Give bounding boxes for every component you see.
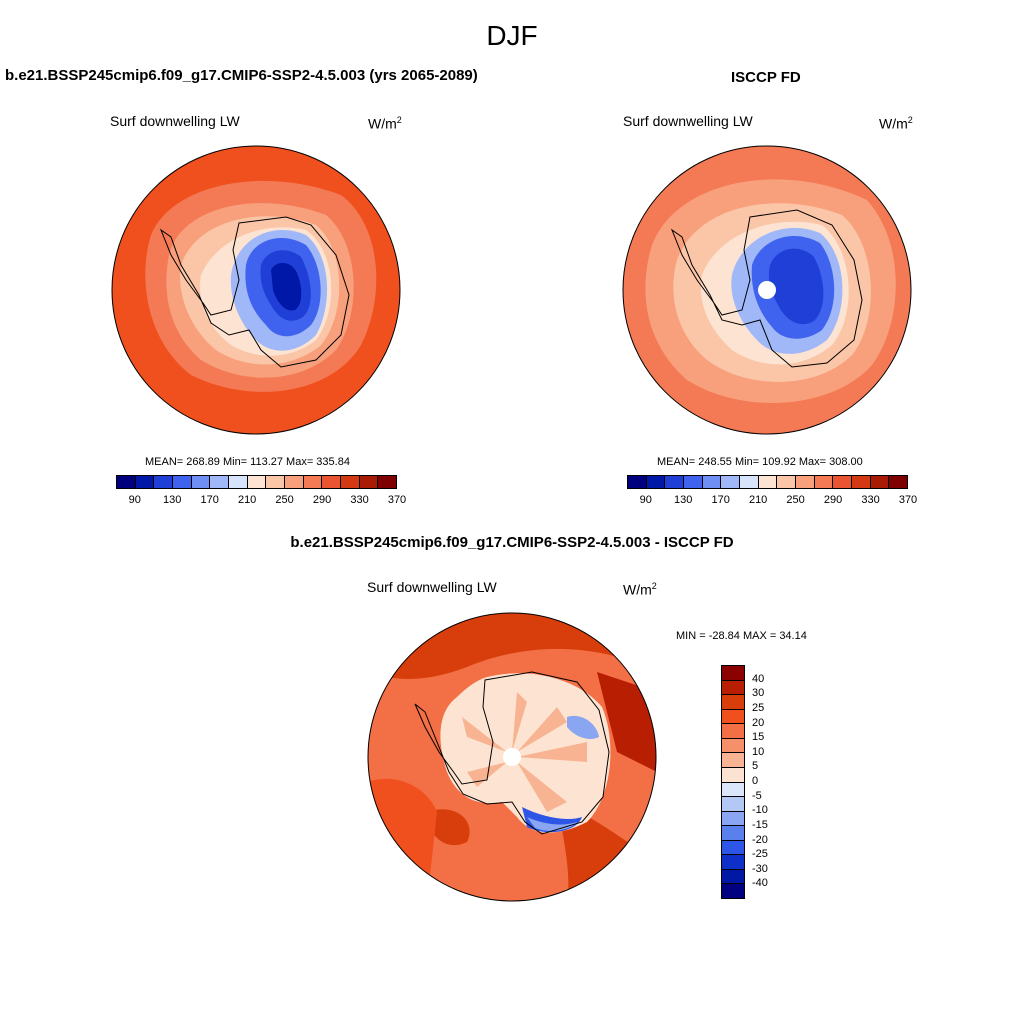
panel-model-map bbox=[111, 145, 401, 435]
colorbar-swatch bbox=[191, 476, 211, 488]
panel-obs-stats: MEAN= 248.55 Min= 109.92 Max= 308.00 bbox=[657, 456, 863, 468]
panel-diff-stats: MIN = -28.84 MAX = 34.14 bbox=[676, 630, 807, 642]
colorbar-swatch bbox=[117, 476, 136, 488]
panel-obs-variable: Surf downwelling LW bbox=[623, 113, 753, 129]
panel-diff-title: b.e21.BSSP245cmip6.f09_g17.CMIP6-SSP2-4.… bbox=[290, 534, 734, 551]
colorbar-swatch bbox=[628, 476, 647, 488]
colorbar-swatch bbox=[684, 476, 703, 488]
colorbar-tick-label: 0 bbox=[752, 775, 759, 787]
colorbar-tick-label: -15 bbox=[752, 818, 768, 831]
colorbar-tick-label: 210 bbox=[748, 494, 768, 506]
colorbar-tick-label: 90 bbox=[639, 494, 652, 506]
colorbar-swatch bbox=[722, 855, 744, 870]
colorbar-tick-label: 290 bbox=[312, 494, 332, 506]
colorbar-tick-label: 170 bbox=[711, 494, 730, 506]
colorbar-tick-label: 330 bbox=[861, 494, 880, 506]
colorbar-swatch bbox=[740, 476, 759, 488]
colorbar-tick-label: 30 bbox=[752, 687, 765, 700]
colorbar-swatch bbox=[173, 476, 192, 488]
colorbar-tick-label: -10 bbox=[752, 804, 768, 817]
colorbar-swatch bbox=[247, 476, 267, 488]
colorbar-swatch bbox=[722, 753, 744, 768]
colorbar-swatch bbox=[814, 476, 834, 488]
colorbar-swatch bbox=[870, 476, 890, 488]
colorbar-swatch bbox=[722, 767, 744, 783]
colorbar-swatch bbox=[722, 782, 744, 798]
colorbar-swatch bbox=[646, 476, 666, 488]
colorbar-model: 90 130 170 210 250 290 330 370 bbox=[116, 475, 406, 506]
colorbar-swatch bbox=[722, 826, 744, 841]
colorbar-swatch bbox=[833, 476, 853, 488]
panel-diff-units: W/m2 bbox=[623, 581, 657, 598]
colorbar-swatch bbox=[303, 476, 323, 488]
pole-hole bbox=[758, 281, 776, 299]
colorbar-tick-label: 90 bbox=[128, 494, 141, 506]
colorbar-swatch bbox=[210, 476, 230, 488]
colorbar-obs: 90 130 170 210 250 290 330 370 bbox=[627, 475, 917, 506]
panel-diff-variable: Surf downwelling LW bbox=[367, 579, 497, 595]
colorbar-tick-label: 25 bbox=[752, 701, 765, 714]
colorbar-tick-label: 210 bbox=[237, 494, 257, 506]
colorbar-tick-label: 40 bbox=[752, 672, 765, 685]
colorbar-swatch bbox=[135, 476, 155, 488]
colorbar-tick-label: -40 bbox=[752, 877, 768, 890]
colorbar-swatch bbox=[722, 666, 744, 681]
colorbar-swatch bbox=[341, 476, 360, 488]
colorbar-swatch bbox=[378, 476, 397, 488]
colorbar-tick-label: 370 bbox=[898, 494, 918, 506]
colorbar-swatch bbox=[721, 476, 741, 488]
panel-model-units: W/m2 bbox=[368, 115, 402, 132]
colorbar-swatch bbox=[722, 811, 744, 827]
colorbar-swatch bbox=[266, 476, 286, 488]
colorbar-swatch bbox=[796, 476, 815, 488]
panel-model-stats: MEAN= 268.89 Min= 113.27 Max= 335.84 bbox=[145, 456, 350, 468]
colorbar-swatch bbox=[322, 476, 342, 488]
colorbar-swatch bbox=[777, 476, 797, 488]
colorbar-tick-label: 250 bbox=[275, 494, 294, 506]
colorbar-tick-label: 250 bbox=[786, 494, 805, 506]
colorbar-swatch bbox=[722, 709, 744, 725]
colorbar-swatch bbox=[758, 476, 778, 488]
colorbar-tick-label: 5 bbox=[752, 760, 759, 773]
panel-diff-map bbox=[367, 612, 657, 902]
colorbar-tick-label: 170 bbox=[200, 494, 219, 506]
colorbar-diff: 40 30 25 20 15 10 5 0 -5 -10 -15 -20 -25 -30 -40 bbox=[721, 665, 768, 899]
colorbar-tick-label: 15 bbox=[752, 731, 765, 744]
colorbar-swatch bbox=[359, 476, 379, 488]
colorbar-swatch bbox=[722, 884, 744, 898]
colorbar-tick-label: 290 bbox=[823, 494, 843, 506]
colorbar-swatch bbox=[722, 724, 744, 739]
panel-model-title: b.e21.BSSP245cmip6.f09_g17.CMIP6-SSP2-4.… bbox=[5, 67, 478, 84]
colorbar-tick-label: 330 bbox=[350, 494, 369, 506]
colorbar-swatch bbox=[722, 680, 744, 696]
colorbar-tick-label: 130 bbox=[163, 494, 182, 506]
colorbar-swatch bbox=[722, 797, 744, 812]
colorbar-swatch bbox=[665, 476, 685, 488]
panel-obs-map bbox=[622, 145, 912, 435]
panel-obs-title: ISCCP FD bbox=[731, 69, 801, 86]
panel-model-variable: Surf downwelling LW bbox=[110, 113, 240, 129]
colorbar-swatch bbox=[154, 476, 174, 488]
colorbar-tick-label: 130 bbox=[674, 494, 693, 506]
figure-title: DJF bbox=[486, 20, 538, 51]
colorbar-tick-label: 370 bbox=[387, 494, 407, 506]
colorbar-swatch bbox=[722, 695, 744, 710]
colorbar-tick-label: -20 bbox=[752, 833, 768, 846]
colorbar-swatch bbox=[889, 476, 908, 488]
colorbar-tick-label: 20 bbox=[752, 716, 765, 729]
colorbar-tick-label: -25 bbox=[752, 848, 768, 861]
colorbar-swatch bbox=[722, 738, 744, 754]
colorbar-swatch bbox=[285, 476, 304, 488]
colorbar-tick-label: 10 bbox=[752, 745, 765, 758]
pole-hole bbox=[503, 748, 521, 766]
colorbar-swatch bbox=[702, 476, 722, 488]
colorbar-swatch bbox=[722, 840, 744, 856]
colorbar-tick-label: -5 bbox=[752, 789, 762, 802]
colorbar-tick-label: -30 bbox=[752, 862, 768, 875]
colorbar-swatch bbox=[722, 869, 744, 885]
panel-obs-units: W/m2 bbox=[879, 115, 913, 132]
colorbar-swatch bbox=[852, 476, 871, 488]
colorbar-swatch bbox=[229, 476, 248, 488]
